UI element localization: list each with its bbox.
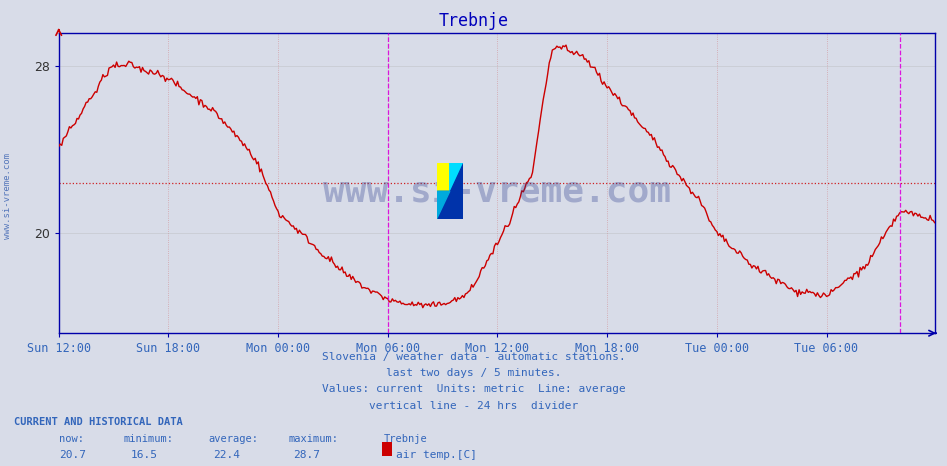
Text: maximum:: maximum: bbox=[289, 434, 339, 444]
Text: 22.4: 22.4 bbox=[213, 450, 241, 459]
Text: www.si-vreme.com: www.si-vreme.com bbox=[323, 175, 670, 209]
Text: minimum:: minimum: bbox=[123, 434, 173, 444]
Text: average:: average: bbox=[208, 434, 259, 444]
Text: Trebnje: Trebnje bbox=[384, 434, 427, 444]
Text: Slovenia / weather data - automatic stations.: Slovenia / weather data - automatic stat… bbox=[322, 352, 625, 362]
Text: last two days / 5 minutes.: last two days / 5 minutes. bbox=[385, 368, 562, 378]
Text: air temp.[C]: air temp.[C] bbox=[396, 450, 477, 459]
Bar bbox=[437, 191, 463, 219]
Polygon shape bbox=[450, 163, 463, 191]
Text: 20.7: 20.7 bbox=[59, 450, 86, 459]
Text: now:: now: bbox=[59, 434, 83, 444]
Text: 28.7: 28.7 bbox=[294, 450, 321, 459]
Polygon shape bbox=[437, 191, 450, 219]
Text: Trebnje: Trebnje bbox=[438, 12, 509, 30]
Text: www.si-vreme.com: www.si-vreme.com bbox=[3, 153, 12, 239]
Text: vertical line - 24 hrs  divider: vertical line - 24 hrs divider bbox=[369, 401, 578, 411]
Bar bbox=[437, 163, 450, 191]
Text: 16.5: 16.5 bbox=[131, 450, 158, 459]
Text: CURRENT AND HISTORICAL DATA: CURRENT AND HISTORICAL DATA bbox=[14, 417, 183, 427]
Polygon shape bbox=[450, 163, 463, 191]
Text: Values: current  Units: metric  Line: average: Values: current Units: metric Line: aver… bbox=[322, 384, 625, 394]
